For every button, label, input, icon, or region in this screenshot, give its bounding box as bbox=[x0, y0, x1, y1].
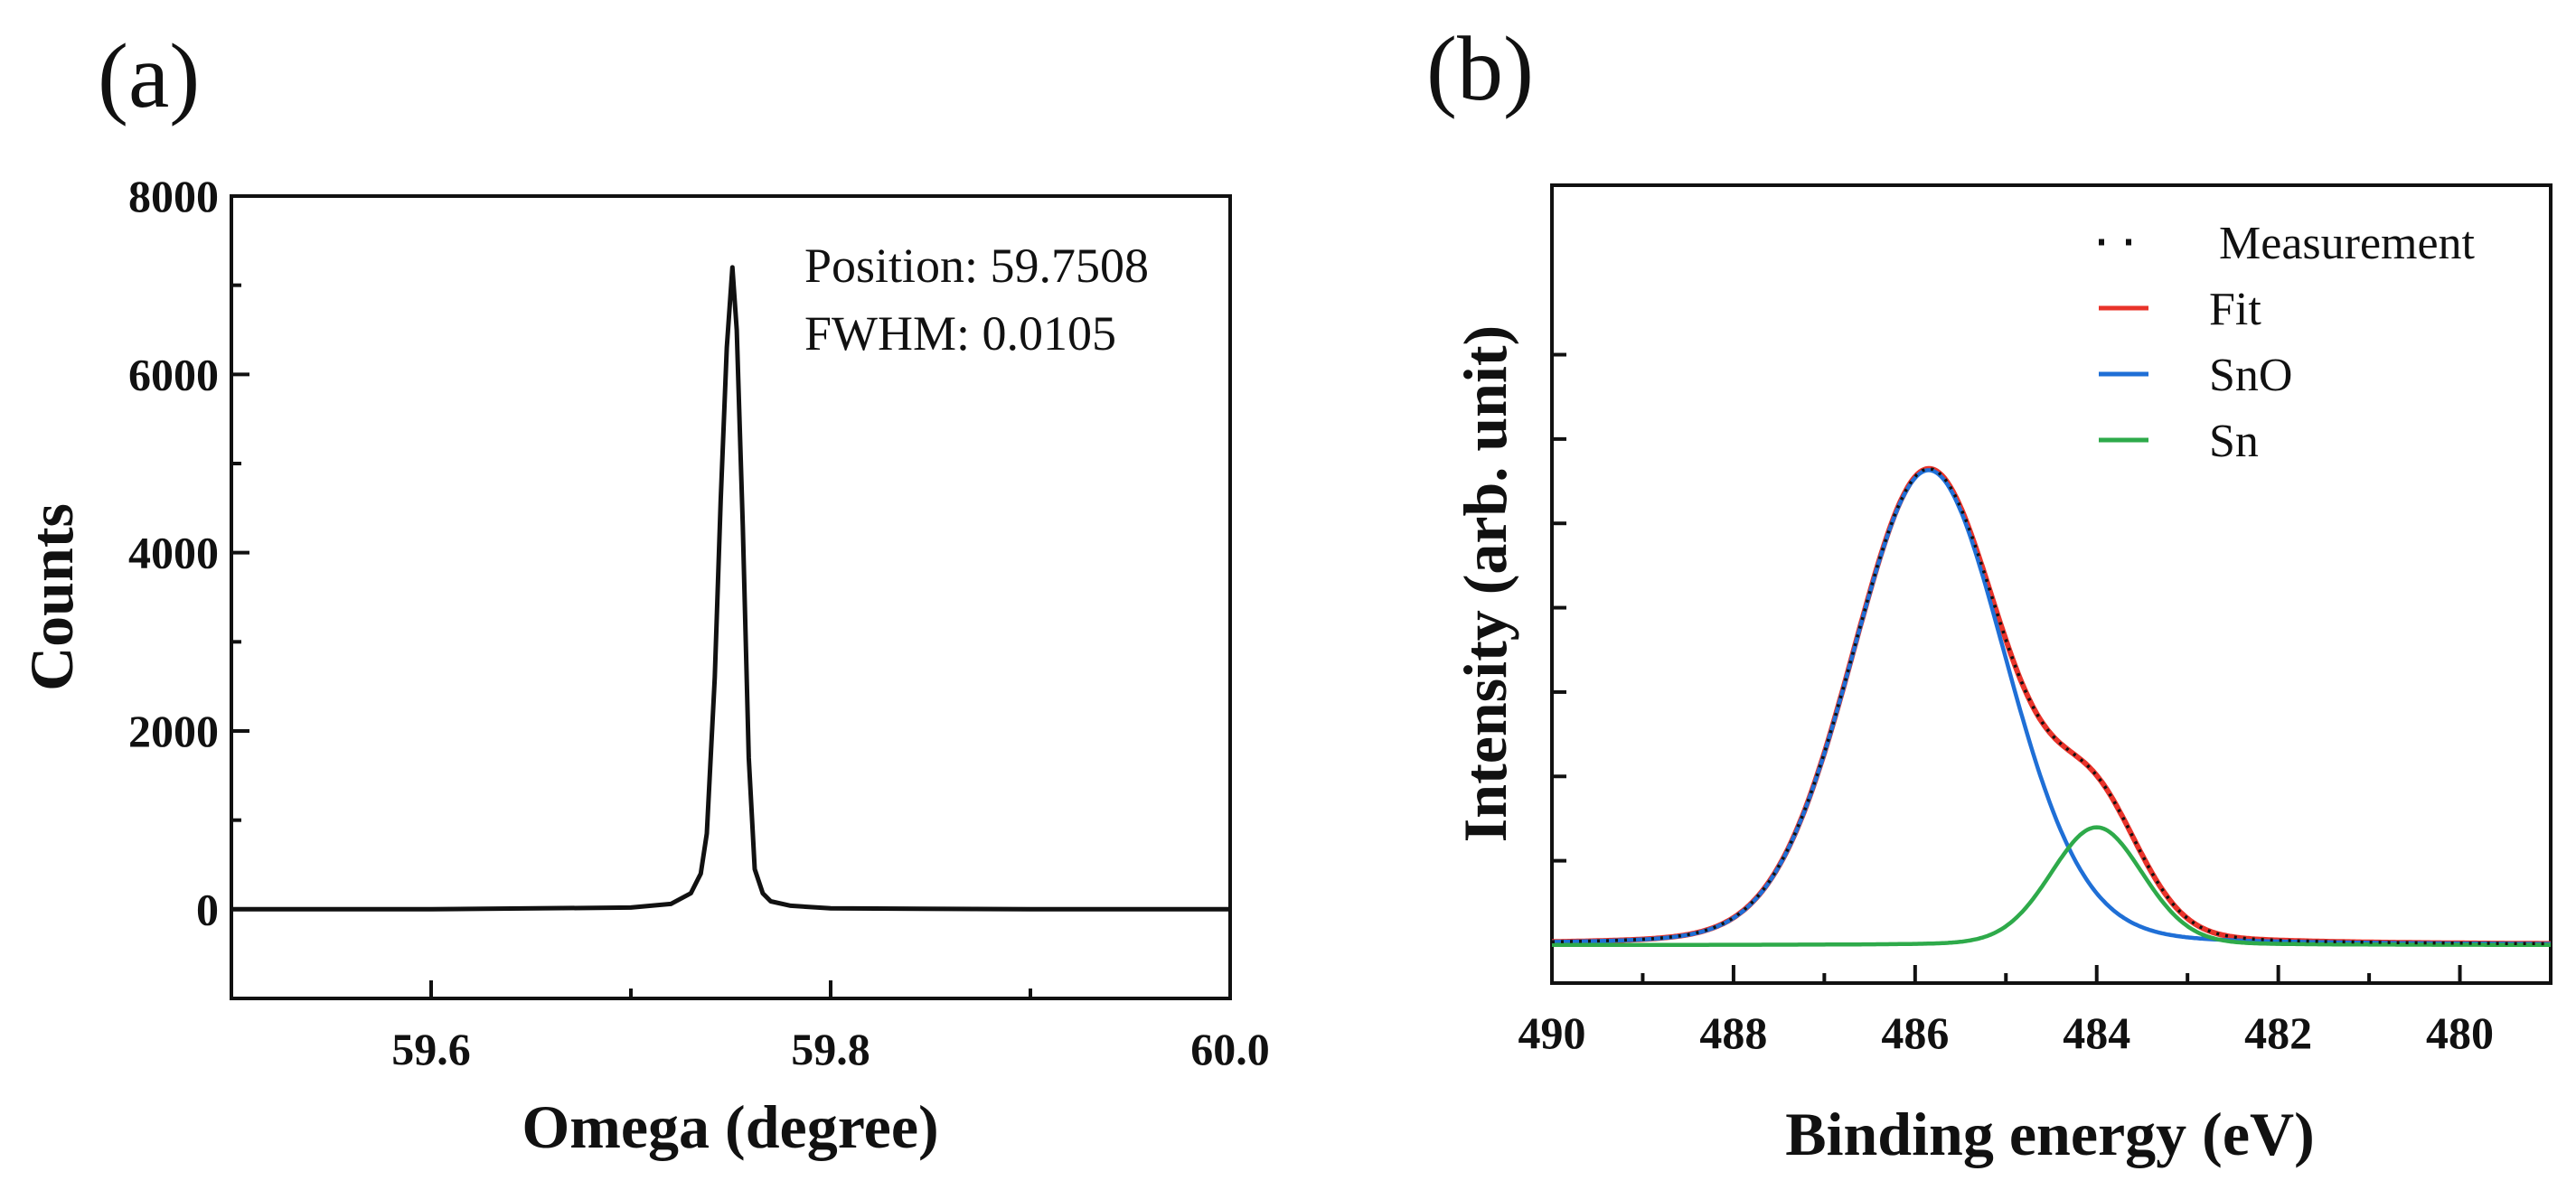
y-axis-title-b: Intensity (arb. unit) bbox=[1451, 325, 1519, 842]
x-tick-label-b: 488 bbox=[1699, 1007, 1767, 1058]
legend-label: Fit bbox=[2209, 284, 2261, 335]
x-tick-label-b: 480 bbox=[2426, 1007, 2494, 1058]
x-axis-title-b: Binding energy (eV) bbox=[1785, 1100, 2315, 1168]
series-group-b bbox=[1551, 465, 2552, 948]
series-line-sn bbox=[1551, 825, 2552, 948]
plot-frame-a bbox=[230, 194, 1232, 1000]
annotation-fwhm: FWHM: 0.0105 bbox=[804, 306, 1116, 361]
y-axis-a: 0 2000 4000 6000 8000 bbox=[128, 171, 249, 1000]
x-tick-label-a: 59.6 bbox=[391, 1024, 471, 1074]
x-axis-a: 59.6 59.8 60.0 bbox=[230, 980, 1270, 1074]
annotation-position: Position: 59.7508 bbox=[804, 239, 1149, 293]
x-axis-b: 490 488 486 484 482 480 bbox=[1518, 965, 2552, 1058]
x-tick-label-b: 486 bbox=[1881, 1007, 1949, 1058]
legend-label: SnO bbox=[2209, 350, 2292, 401]
y-tick-label-a: 2000 bbox=[128, 706, 219, 756]
panel-a: (a) 0 2000 4000 6000 8000 59.6 59.8 60.0 Posit… bbox=[17, 25, 1270, 1161]
legend-label: Measurement bbox=[2219, 218, 2476, 269]
y-axis-title-a: Counts bbox=[17, 503, 86, 691]
x-tick-label-b: 490 bbox=[1518, 1007, 1586, 1058]
panel-label-a: (a) bbox=[98, 25, 200, 127]
plot-frame-b bbox=[1550, 183, 2552, 985]
series-group-a bbox=[231, 265, 1230, 912]
legend-label: Sn bbox=[2209, 416, 2259, 467]
x-tick-label-a: 60.0 bbox=[1190, 1024, 1270, 1074]
y-tick-label-a: 4000 bbox=[128, 528, 219, 578]
legend-b: Measurement Fit SnO Sn bbox=[2099, 218, 2476, 467]
panel-label-b: (b) bbox=[1426, 18, 1534, 120]
x-tick-label-b: 484 bbox=[2063, 1007, 2130, 1058]
y-axis-b bbox=[1552, 352, 1566, 947]
y-tick-label-a: 0 bbox=[196, 884, 219, 934]
y-tick-label-a: 6000 bbox=[128, 349, 219, 399]
x-tick-label-a: 59.8 bbox=[791, 1024, 870, 1074]
x-tick-label-b: 482 bbox=[2244, 1007, 2312, 1058]
panel-b: (b) 490 488 486 484 482 480 Measurement Fit SnO… bbox=[1426, 18, 2552, 1168]
y-tick-label-a: 8000 bbox=[128, 171, 219, 221]
series-line-omega bbox=[231, 265, 1230, 912]
x-axis-title-a: Omega (degree) bbox=[522, 1092, 938, 1161]
